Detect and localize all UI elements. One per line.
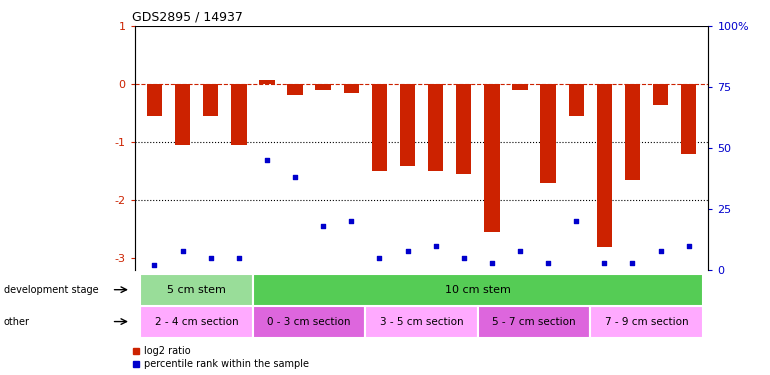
Text: development stage: development stage bbox=[4, 285, 99, 295]
Bar bbox=[147, 84, 162, 116]
Bar bbox=[624, 84, 640, 180]
Point bbox=[486, 260, 498, 266]
Bar bbox=[372, 84, 387, 171]
Text: log2 ratio: log2 ratio bbox=[144, 346, 191, 355]
Bar bbox=[681, 84, 696, 154]
Text: 10 cm stem: 10 cm stem bbox=[445, 285, 511, 295]
Bar bbox=[400, 84, 415, 165]
Point bbox=[598, 260, 611, 266]
Text: GDS2895 / 14937: GDS2895 / 14937 bbox=[132, 11, 243, 24]
Text: 5 - 7 cm section: 5 - 7 cm section bbox=[492, 316, 576, 327]
Point bbox=[457, 255, 470, 261]
Bar bbox=[541, 84, 556, 183]
Point bbox=[626, 260, 638, 266]
Bar bbox=[140, 306, 253, 338]
Point bbox=[205, 255, 217, 261]
Point bbox=[176, 248, 189, 254]
Text: 2 - 4 cm section: 2 - 4 cm section bbox=[155, 316, 239, 327]
Bar bbox=[259, 80, 275, 84]
Bar bbox=[568, 84, 584, 116]
Point bbox=[430, 243, 442, 249]
Bar bbox=[512, 84, 527, 90]
Bar bbox=[140, 274, 253, 306]
Point bbox=[149, 262, 161, 268]
Bar bbox=[478, 306, 591, 338]
Bar bbox=[653, 84, 668, 105]
Point bbox=[654, 248, 667, 254]
Point bbox=[261, 158, 273, 164]
Bar bbox=[253, 274, 703, 306]
Bar bbox=[253, 306, 365, 338]
Bar bbox=[597, 84, 612, 247]
Text: 5 cm stem: 5 cm stem bbox=[167, 285, 226, 295]
Point bbox=[233, 255, 245, 261]
Bar bbox=[591, 306, 703, 338]
Point bbox=[373, 255, 386, 261]
Bar bbox=[175, 84, 190, 145]
Bar bbox=[287, 84, 303, 95]
Point bbox=[289, 174, 301, 180]
Point bbox=[317, 223, 330, 229]
Bar bbox=[456, 84, 471, 174]
Point bbox=[570, 218, 582, 224]
Bar bbox=[484, 84, 500, 232]
Bar bbox=[316, 84, 331, 90]
Point bbox=[345, 218, 357, 224]
Bar bbox=[203, 84, 219, 116]
Point bbox=[514, 248, 526, 254]
Bar bbox=[428, 84, 444, 171]
Point bbox=[682, 243, 695, 249]
Bar bbox=[231, 84, 246, 145]
Bar bbox=[365, 306, 478, 338]
Bar bbox=[343, 84, 359, 93]
Text: 0 - 3 cm section: 0 - 3 cm section bbox=[267, 316, 351, 327]
Text: other: other bbox=[4, 316, 30, 327]
Point bbox=[542, 260, 554, 266]
Text: 7 - 9 cm section: 7 - 9 cm section bbox=[604, 316, 688, 327]
Point bbox=[401, 248, 413, 254]
Text: 3 - 5 cm section: 3 - 5 cm section bbox=[380, 316, 464, 327]
Text: percentile rank within the sample: percentile rank within the sample bbox=[144, 359, 309, 369]
